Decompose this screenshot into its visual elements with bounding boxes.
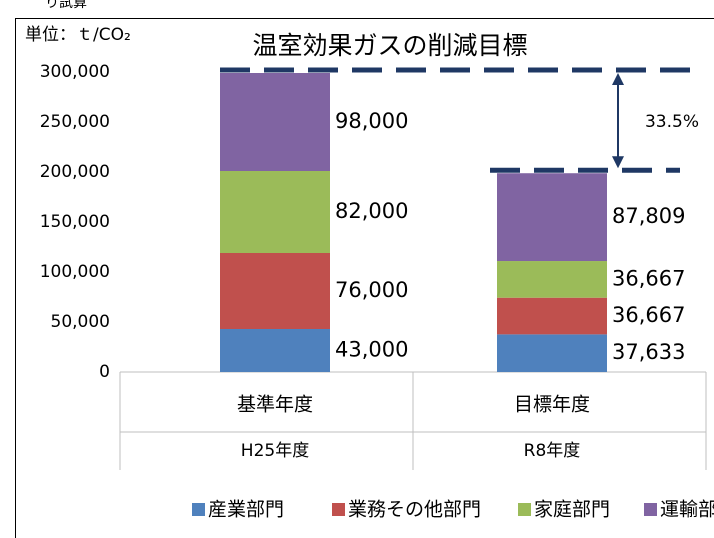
chart-frame	[15, 18, 714, 538]
unit-label: 単位：ｔ/CO₂	[25, 25, 131, 45]
y-tick-label: 50,000	[51, 312, 110, 332]
bar-segment	[497, 173, 607, 262]
data-label: 87,809	[612, 204, 685, 228]
data-label: 37,633	[612, 340, 685, 364]
x-subcategory-label: H25年度	[241, 441, 309, 461]
legend-swatch	[518, 503, 531, 516]
bar-segment	[497, 297, 607, 335]
x-tick-label: 基準年度	[237, 394, 313, 416]
legend-label: 業務その他部門	[348, 499, 481, 521]
bar-segment	[220, 253, 330, 329]
bar-segment	[220, 73, 330, 171]
y-tick-label: 250,000	[40, 112, 110, 132]
annotation: 33.5%	[645, 112, 699, 132]
data-label: 98,000	[335, 109, 408, 133]
chart-title: 温室効果ガスの削減目標	[252, 31, 527, 60]
data-label: 36,667	[612, 266, 685, 290]
data-label: 82,000	[335, 199, 408, 223]
legend-label: 運輸部門	[660, 499, 714, 521]
legend-swatch	[332, 503, 345, 516]
bar-segment	[497, 261, 607, 298]
y-tick-label: 200,000	[40, 162, 110, 182]
bar-segment	[220, 171, 330, 253]
x-subcategory-label: R8年度	[524, 441, 581, 461]
y-tick-label: 0	[99, 362, 110, 382]
data-label: 76,000	[335, 278, 408, 302]
legend-swatch	[644, 503, 657, 516]
data-label: 36,667	[612, 303, 685, 327]
x-tick-label: 目標年度	[514, 394, 590, 416]
legend-label: 産業部門	[208, 499, 284, 521]
legend-swatch	[192, 503, 205, 516]
y-tick-label: 300,000	[40, 62, 110, 82]
legend-label: 家庭部門	[534, 499, 610, 521]
data-label: 43,000	[335, 338, 408, 362]
bar-segment	[220, 329, 330, 372]
bar-segment	[497, 334, 607, 372]
y-tick-label: 100,000	[40, 262, 110, 282]
y-tick-label: 150,000	[40, 212, 110, 232]
page-note: り試算	[45, 0, 87, 11]
